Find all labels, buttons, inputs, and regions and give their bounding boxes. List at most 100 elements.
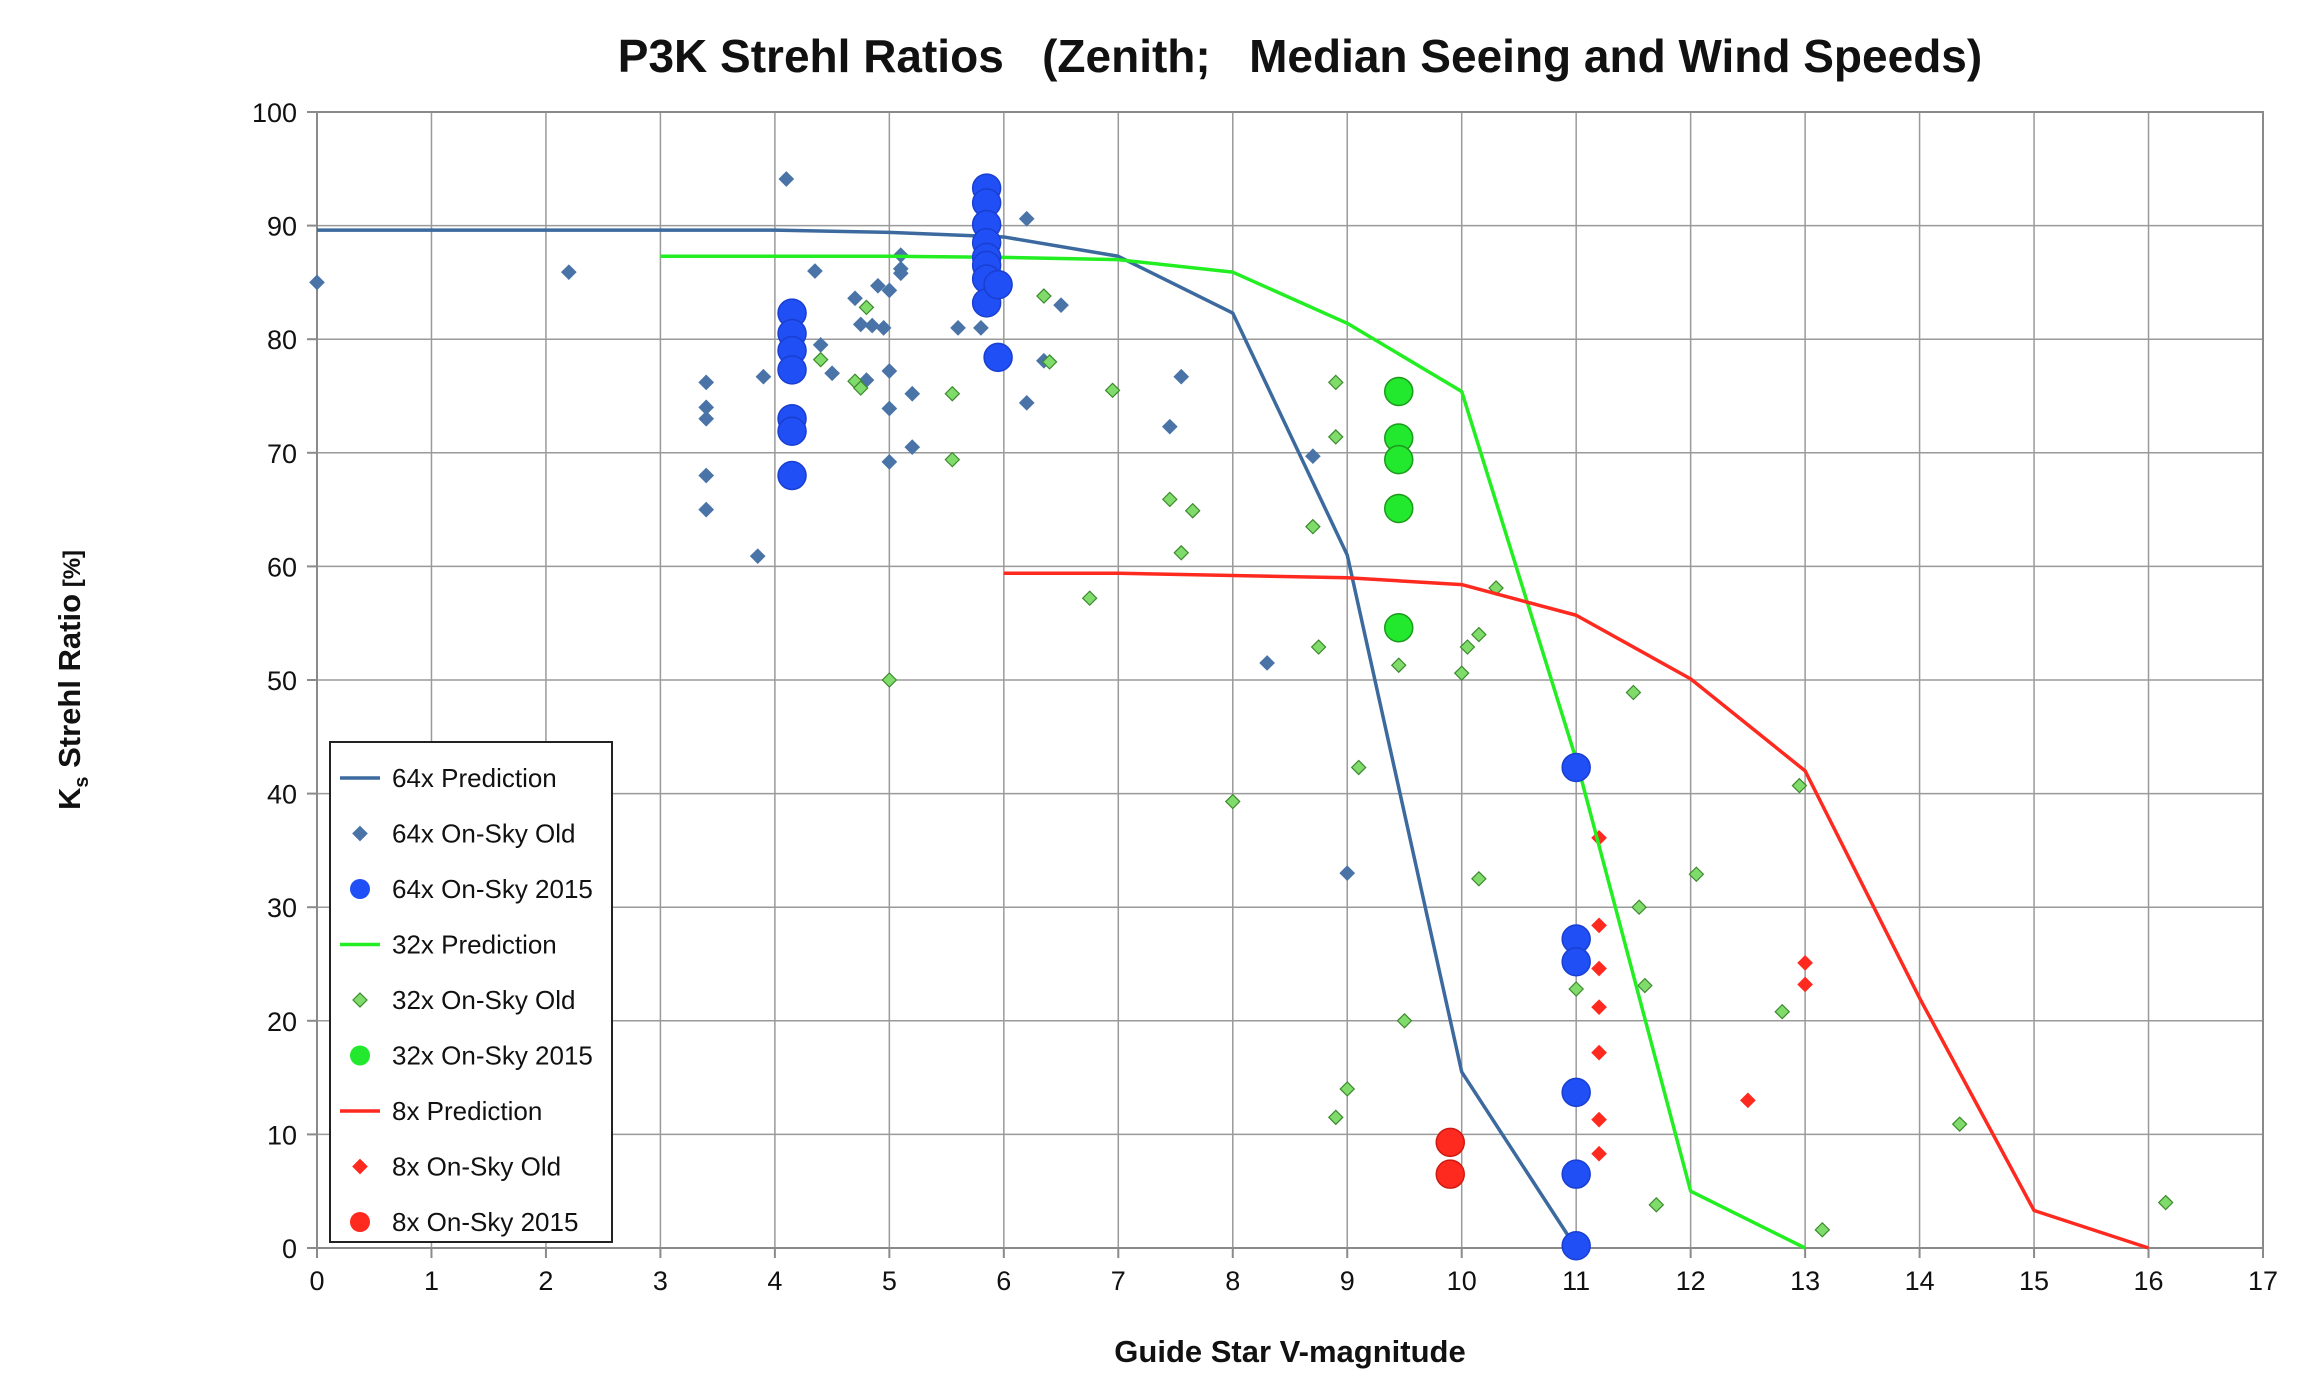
data-point [1383, 493, 1414, 524]
legend-item: 32x Prediction [340, 930, 557, 960]
y-axis-label: Ks Strehl Ratio [%] [52, 550, 93, 810]
data-point [1224, 793, 1241, 810]
data-point [1591, 999, 1607, 1016]
series-line [660, 254, 1806, 1250]
data-point [1591, 917, 1607, 934]
data-point [777, 460, 807, 491]
series-8x-prediction [1003, 571, 2150, 1250]
series-32x-on-sky-old [812, 288, 2174, 1238]
x-tick-label: 9 [1340, 1266, 1355, 1296]
y-tick-label: 0 [282, 1234, 297, 1264]
x-axis-label: Guide Star V-magnitude [1114, 1334, 1465, 1369]
x-tick-label: 3 [653, 1266, 668, 1296]
data-point [1631, 899, 1647, 916]
data-point [1951, 1116, 1968, 1133]
data-point [1327, 429, 1344, 445]
series-32x-on-sky-2015 [1383, 376, 1414, 643]
data-point [858, 299, 875, 316]
y-tick-label: 20 [267, 1007, 297, 1037]
data-point [881, 363, 898, 379]
data-point [698, 374, 715, 391]
y-axis-label-main: K [52, 787, 87, 810]
legend-item: 8x On-Sky Old [352, 1152, 561, 1182]
x-tick-label: 12 [1676, 1266, 1706, 1296]
data-point [1018, 394, 1035, 411]
series-32x-prediction [660, 254, 1806, 1250]
data-point [1327, 374, 1344, 391]
data-point [807, 263, 823, 279]
legend-items: 64x Prediction 64x On-Sky Old 64x On-Sky 2… [340, 763, 593, 1237]
legend-swatch-circle [350, 1212, 370, 1232]
data-point [749, 548, 766, 565]
data-point [1797, 976, 1813, 993]
data-point [2157, 1194, 2174, 1211]
data-point [983, 269, 1013, 300]
data-point [944, 451, 961, 468]
data-point [973, 319, 989, 336]
data-point [1471, 870, 1487, 887]
y-axis-label-unit: [%] [59, 550, 86, 594]
data-point [777, 355, 807, 385]
data-point [1327, 1109, 1344, 1126]
x-tick-label: 7 [1111, 1266, 1126, 1296]
data-point [1310, 639, 1327, 655]
data-point [1561, 752, 1591, 783]
data-point [1161, 491, 1178, 508]
data-point [1173, 544, 1190, 561]
data-point [309, 274, 325, 291]
data-point [698, 410, 715, 427]
legend-label: 8x On-Sky Old [392, 1152, 561, 1182]
data-point [1383, 612, 1414, 643]
y-tick-label: 50 [267, 666, 297, 696]
data-point [904, 439, 921, 455]
y-axis-ticks: 0 10 20 30 40 50 60 70 80 90 100 [252, 98, 317, 1264]
data-point [1435, 1127, 1466, 1158]
legend: 64x Prediction 64x On-Sky Old 64x On-Sky 2… [329, 741, 613, 1243]
data-point [852, 380, 869, 396]
legend-label: 64x Prediction [392, 763, 557, 793]
data-point [1561, 1159, 1591, 1189]
legend-item: 64x Prediction [340, 763, 557, 793]
x-tick-label: 15 [2019, 1266, 2049, 1296]
y-tick-label: 10 [267, 1120, 297, 1150]
data-point [852, 316, 869, 333]
data-point [1791, 777, 1808, 794]
legend-item: 32x On-Sky Old [352, 985, 576, 1015]
x-tick-label: 14 [1905, 1266, 1935, 1296]
x-tick-label: 6 [996, 1266, 1011, 1296]
data-point [881, 282, 898, 299]
data-point [1459, 639, 1476, 655]
y-tick-label: 80 [267, 325, 297, 355]
data-point [1036, 288, 1052, 304]
x-tick-label: 0 [309, 1266, 324, 1296]
data-point [847, 290, 863, 307]
data-point [812, 351, 829, 368]
data-point [1591, 1044, 1607, 1061]
data-point [1104, 382, 1121, 399]
data-point [1561, 1230, 1591, 1261]
data-point [1774, 1003, 1791, 1020]
data-point [812, 337, 829, 353]
y-tick-label: 30 [267, 893, 297, 923]
data-point [875, 319, 892, 336]
legend-label: 32x On-Sky 2015 [392, 1041, 593, 1071]
data-point [1173, 368, 1190, 385]
x-tick-label: 16 [2134, 1266, 2164, 1296]
x-tick-label: 8 [1225, 1266, 1240, 1296]
data-point [944, 385, 961, 402]
data-point [1591, 1145, 1607, 1162]
data-point [777, 416, 807, 446]
data-point [1561, 1077, 1591, 1108]
data-point [1797, 955, 1813, 971]
legend-swatch-circle [350, 879, 370, 899]
x-tick-label: 5 [882, 1266, 897, 1296]
chart-title: P3K Strehl Ratios (Zenith; Median Seeing… [618, 30, 1982, 82]
data-point [778, 171, 795, 187]
data-point [698, 501, 715, 518]
data-point [1305, 518, 1321, 535]
legend-swatch-diamond [352, 992, 368, 1008]
legend-label: 8x On-Sky 2015 [392, 1207, 578, 1237]
data-point [881, 400, 898, 417]
data-point [1396, 1012, 1413, 1029]
